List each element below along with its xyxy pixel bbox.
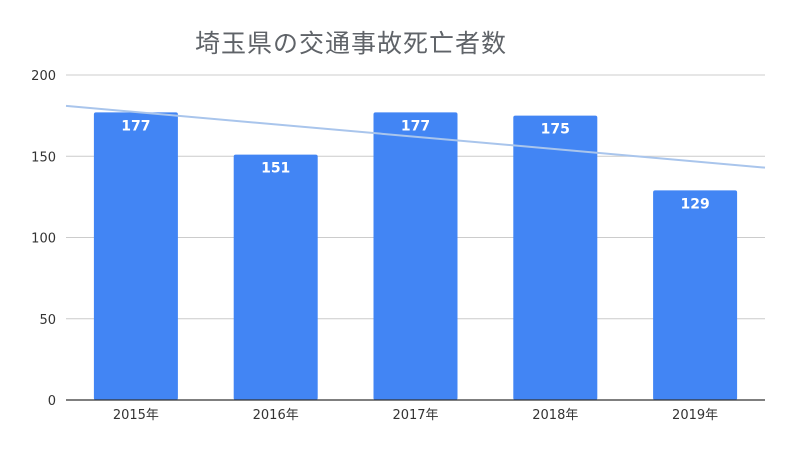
bar [93,112,178,400]
data-label: 177 [401,118,430,134]
x-tick-label: 2017年 [392,408,438,423]
trendline [65,104,766,169]
y-tick-label: 150 [31,150,56,165]
data-label: 177 [121,118,150,134]
y-tick-label: 100 [31,232,56,247]
bar [373,112,458,400]
x-tick-label: 2016年 [253,408,299,423]
data-label: 151 [261,161,290,177]
x-tick-label: 2019年 [672,408,718,423]
chart-title: 埼玉県の交通事故死亡者数 [195,29,508,58]
bar [233,154,318,400]
bar [513,115,598,400]
bar [653,190,738,400]
x-tick-label: 2018年 [532,408,578,423]
x-tick-label: 2015年 [113,408,159,423]
data-label: 129 [680,196,709,212]
y-tick-label: 200 [31,69,56,84]
y-tick-label: 0 [48,394,56,409]
y-tick-label: 50 [39,313,56,328]
data-label: 175 [541,122,570,138]
